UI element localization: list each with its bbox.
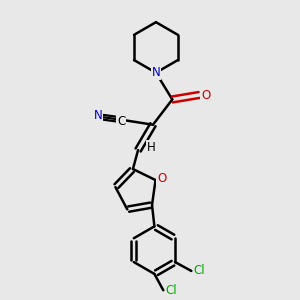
Text: C: C <box>117 115 125 128</box>
Text: N: N <box>152 66 160 79</box>
Text: Cl: Cl <box>194 264 206 278</box>
Text: Cl: Cl <box>166 284 177 297</box>
Text: N: N <box>94 109 102 122</box>
Text: O: O <box>201 88 210 101</box>
Text: O: O <box>158 172 167 185</box>
Text: H: H <box>147 140 156 154</box>
